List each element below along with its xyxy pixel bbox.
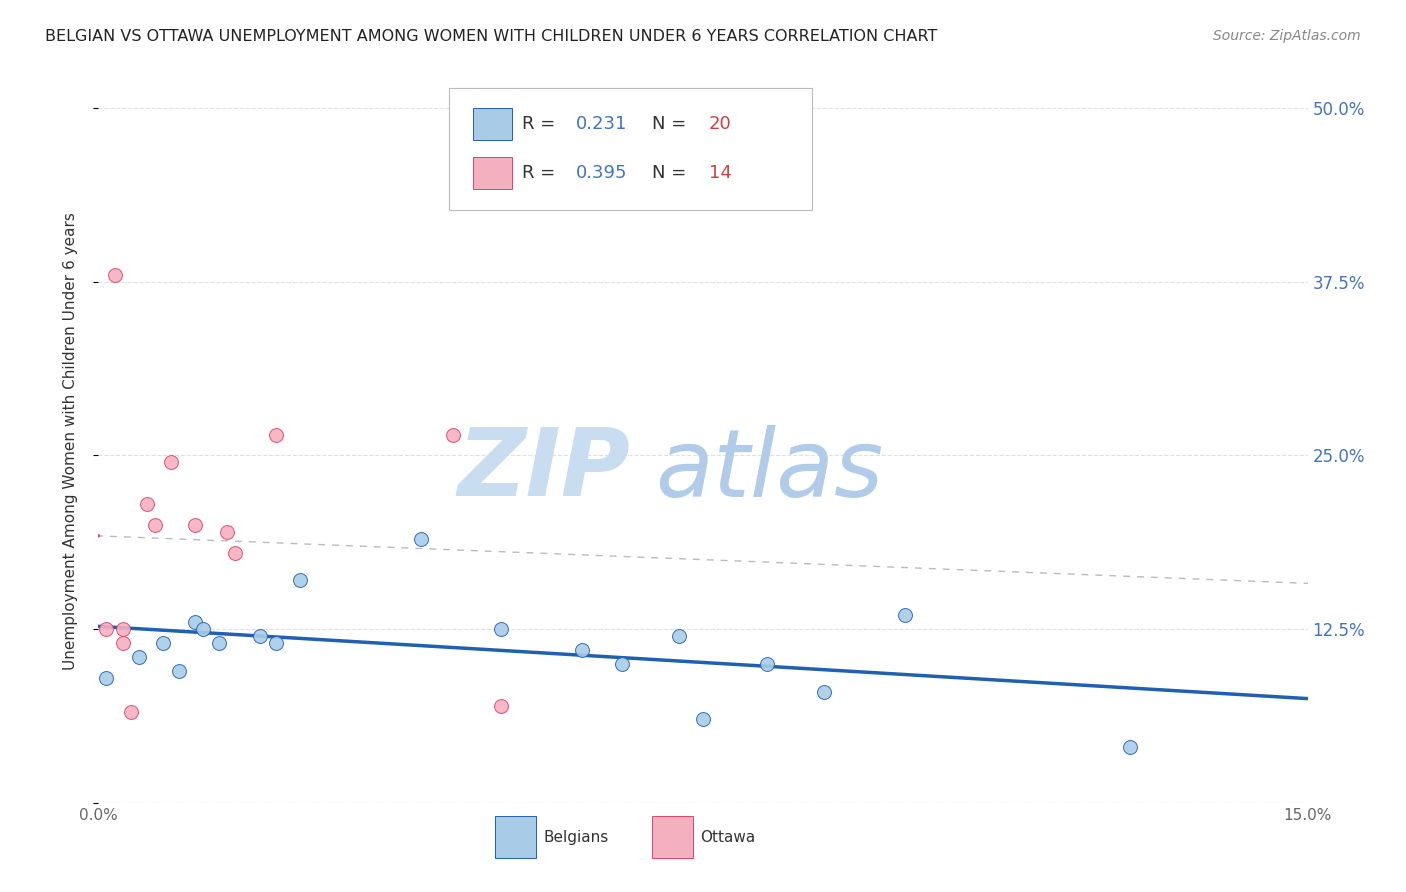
Point [612,657,634,671]
Point [491,622,513,636]
Text: N =: N = [652,164,692,182]
Point [128,649,150,664]
Point [184,615,207,630]
Point [184,517,207,532]
Point [264,427,287,442]
Point [96,671,118,685]
Point [103,268,125,282]
Point [111,636,134,650]
Point [491,698,513,713]
Text: 0.231: 0.231 [576,115,627,133]
Point [409,532,432,546]
Text: R =: R = [522,115,561,133]
Text: 0.395: 0.395 [576,164,627,182]
Text: ZIP: ZIP [457,425,630,516]
Text: Source: ZipAtlas.com: Source: ZipAtlas.com [1213,29,1361,43]
Point [813,684,835,698]
Point [441,427,464,442]
Y-axis label: Unemployment Among Women with Children Under 6 years: Unemployment Among Women with Children U… [63,212,77,671]
Point [160,455,183,469]
Text: BELGIAN VS OTTAWA UNEMPLOYMENT AMONG WOMEN WITH CHILDREN UNDER 6 YEARS CORRELATI: BELGIAN VS OTTAWA UNEMPLOYMENT AMONG WOM… [45,29,938,44]
FancyBboxPatch shape [652,816,693,858]
Point [893,608,915,623]
Point [193,622,215,636]
Point [756,657,779,671]
Point [571,643,593,657]
Point [288,574,311,588]
Text: Ottawa: Ottawa [700,830,756,845]
Point [152,636,174,650]
Text: Belgians: Belgians [543,830,609,845]
Text: 20: 20 [709,115,731,133]
Point [111,622,134,636]
FancyBboxPatch shape [474,157,512,189]
Point [217,524,239,539]
Text: N =: N = [652,115,692,133]
Point [668,629,690,643]
Text: atlas: atlas [655,425,883,516]
Point [208,636,231,650]
Point [224,546,246,560]
Point [120,706,142,720]
Point [249,629,271,643]
Text: R =: R = [522,164,561,182]
Point [167,664,190,678]
FancyBboxPatch shape [449,87,811,211]
Point [264,636,287,650]
FancyBboxPatch shape [474,108,512,139]
Text: 14: 14 [709,164,733,182]
Point [143,517,166,532]
Point [1119,740,1142,755]
Point [96,622,118,636]
FancyBboxPatch shape [495,816,536,858]
Point [135,497,157,511]
Point [692,713,714,727]
